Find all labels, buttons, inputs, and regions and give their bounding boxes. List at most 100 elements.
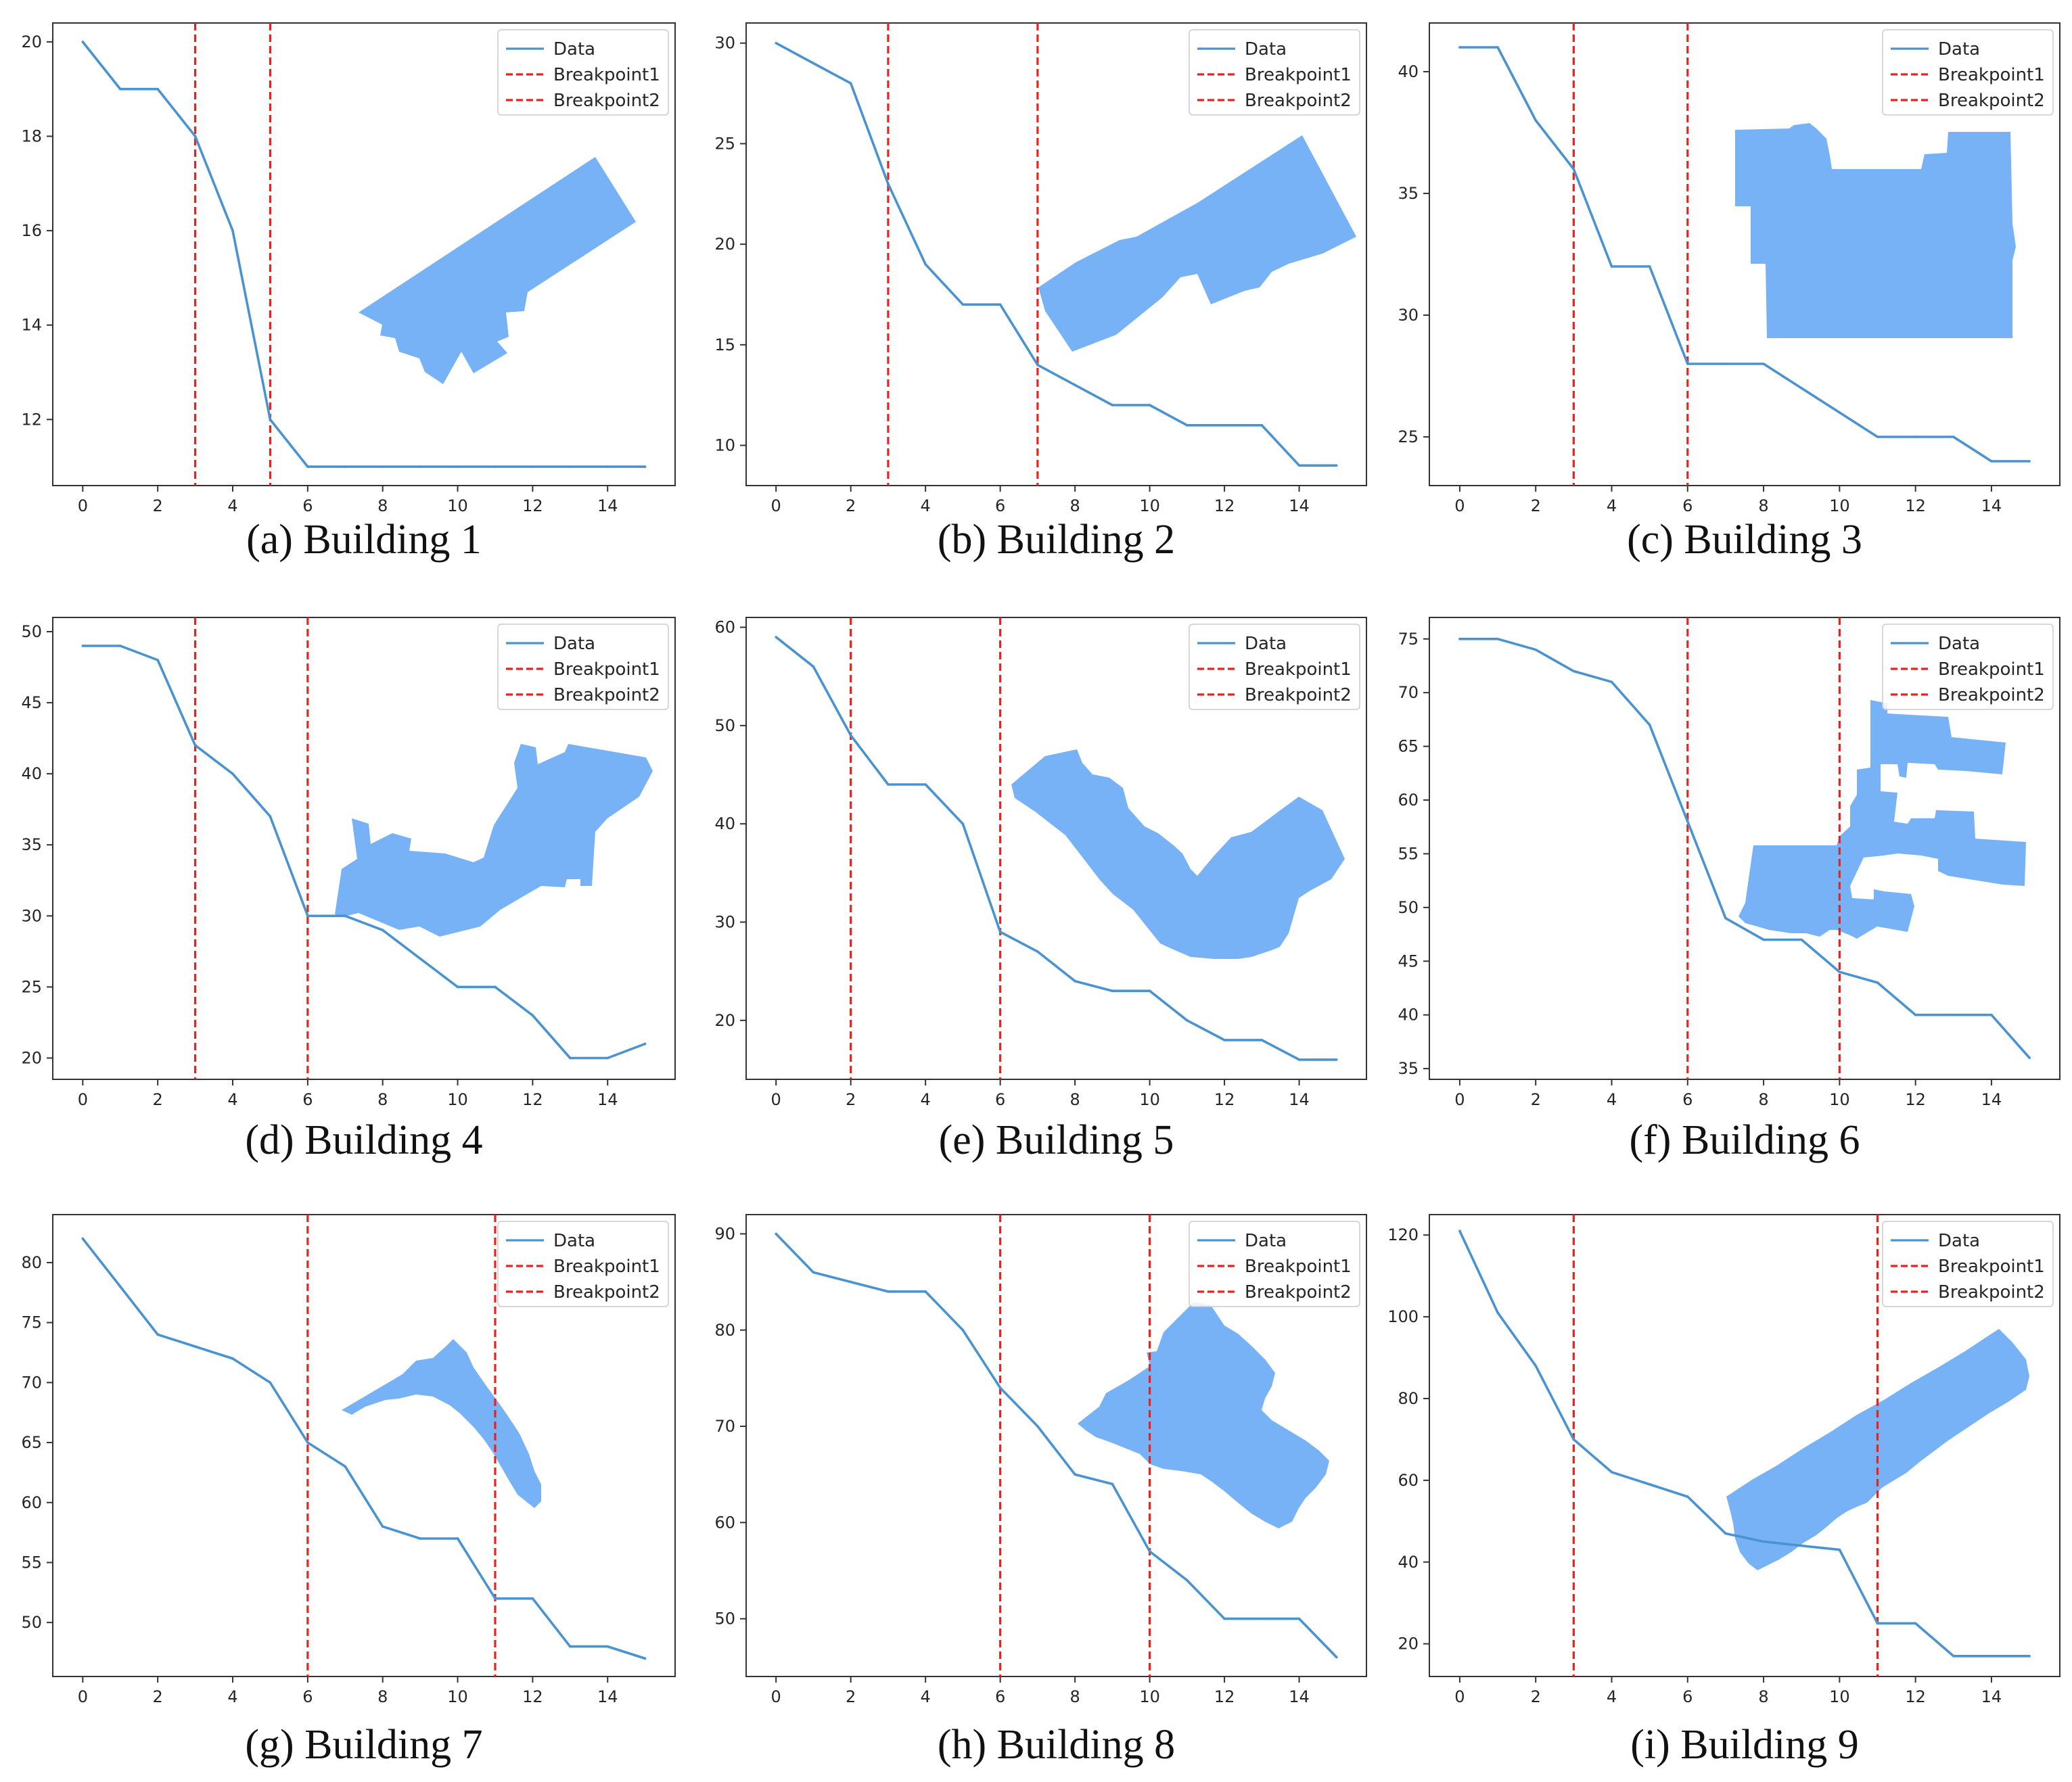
x-tick-label: 6 — [1682, 496, 1693, 515]
y-tick-label: 40 — [714, 814, 735, 833]
y-tick-label: 75 — [1398, 630, 1419, 649]
building-4-shape-icon — [335, 744, 653, 937]
data-point — [1990, 1654, 1993, 1658]
x-tick-label: 8 — [377, 1090, 388, 1109]
x-tick-label: 12 — [1214, 1687, 1235, 1706]
x-tick-label: 12 — [1905, 496, 1926, 515]
data-point — [231, 772, 234, 775]
y-tick-label: 40 — [1398, 1553, 1419, 1572]
legend-item-breakpoint2-label: Breakpoint2 — [1938, 1282, 2045, 1303]
data-point — [1534, 648, 1538, 651]
data-point — [419, 957, 421, 960]
axes-frame — [745, 22, 1367, 486]
data-point — [193, 1345, 197, 1348]
data-point — [2028, 460, 2031, 463]
data-point — [1610, 265, 1613, 268]
data-point — [1686, 1495, 1689, 1498]
legend-item-data-label: Data — [553, 1231, 595, 1251]
data-point — [1572, 1438, 1575, 1441]
data-point — [118, 644, 122, 647]
data-point — [849, 82, 852, 85]
x-tick-label: 8 — [1069, 1090, 1080, 1109]
data-point — [269, 815, 272, 818]
data-point — [1186, 423, 1189, 427]
legend-item-data-label: Data — [553, 634, 595, 654]
legend: Data Breakpoint1 Breakpoint2 — [497, 624, 669, 710]
legend-item-breakpoint2-label: Breakpoint2 — [1938, 685, 2045, 705]
x-tick-label: 14 — [597, 1687, 618, 1706]
x-tick-label: 10 — [447, 1687, 468, 1706]
y-tick-label: 55 — [1398, 844, 1419, 863]
x-tick-label: 8 — [1069, 496, 1080, 515]
data-point — [1074, 383, 1076, 387]
legend-item-data-label: Data — [1938, 1231, 1980, 1251]
y-tick-label: 20 — [21, 32, 42, 51]
y-tick-label: 30 — [714, 34, 735, 53]
data-point — [1724, 362, 1727, 365]
data-point — [1610, 680, 1613, 684]
x-tick-label: 4 — [227, 496, 237, 515]
x-tick-label: 6 — [1682, 1090, 1693, 1109]
legend-box — [1882, 624, 2054, 710]
data-series-line — [775, 42, 1337, 467]
data-point — [1724, 1532, 1727, 1535]
data-point — [1148, 404, 1151, 406]
axes-frame — [52, 617, 676, 1080]
x-tick-label: 10 — [1829, 496, 1850, 515]
data-point — [849, 734, 852, 737]
legend-item-breakpoint1-label: Breakpoint1 — [1938, 1257, 2045, 1277]
data-point — [1458, 46, 1461, 49]
x-tick-label: 4 — [1607, 1687, 1617, 1706]
data-point — [1496, 46, 1499, 49]
building-8-shape-icon — [1078, 1302, 1329, 1528]
x-tick-label: 6 — [302, 1687, 313, 1706]
data-point — [643, 1657, 647, 1660]
axes-frame — [52, 1214, 676, 1677]
data-point — [643, 1042, 647, 1046]
building-5-shape-icon — [1011, 749, 1345, 959]
data-point — [344, 914, 347, 918]
data-point — [1223, 1617, 1226, 1620]
y-tick-label: 25 — [714, 134, 735, 153]
x-tick-label: 8 — [377, 496, 388, 515]
data-point — [1148, 1550, 1151, 1553]
x-tick-label: 14 — [1289, 1090, 1310, 1109]
data-point — [1297, 464, 1301, 467]
data-point — [812, 62, 815, 65]
data-point — [1223, 423, 1226, 427]
x-tick-label: 2 — [153, 496, 163, 515]
legend: Data Breakpoint1 Breakpoint2 — [1189, 29, 1360, 116]
y-tick-label: 20 — [714, 235, 735, 254]
data-point — [419, 1537, 421, 1540]
data-point — [998, 303, 1002, 306]
x-tick-label: 10 — [1829, 1687, 1850, 1706]
data-point — [1876, 436, 1879, 438]
legend-item-data-label: Data — [1245, 39, 1287, 60]
data-series-line — [1459, 637, 2031, 1059]
legend-box — [1189, 1221, 1360, 1307]
data-series-line — [775, 1233, 1338, 1658]
x-tick-label: 2 — [1531, 1090, 1541, 1109]
y-tick-label: 20 — [21, 1048, 42, 1067]
data-point — [1838, 411, 1841, 414]
data-point — [419, 465, 421, 468]
chart-panel-building-5: 0 2 4 6 8 10 12 14 20 30 40 50 60 Data Breakpoint1 Brea… — [714, 617, 1367, 1163]
y-tick-label: 60 — [714, 618, 735, 637]
y-tick-label: 70 — [714, 1417, 735, 1436]
data-point — [1186, 1019, 1189, 1022]
y-tick-label: 18 — [21, 127, 42, 146]
legend-item-data-label: Data — [553, 39, 595, 60]
data-point — [1800, 387, 1803, 390]
legend-box — [1189, 29, 1360, 116]
data-point — [1534, 1364, 1538, 1367]
x-tick-label: 12 — [522, 496, 543, 515]
x-tick-label: 14 — [597, 496, 618, 515]
x-tick-label: 4 — [921, 1090, 931, 1109]
legend: Data Breakpoint1 Breakpoint2 — [1882, 624, 2054, 710]
data-point — [1914, 1013, 1917, 1016]
y-tick-label: 25 — [1398, 427, 1419, 446]
y-tick-label: 16 — [21, 221, 42, 240]
data-point — [1838, 970, 1841, 973]
data-point — [1297, 1617, 1301, 1620]
data-point — [1148, 989, 1151, 993]
